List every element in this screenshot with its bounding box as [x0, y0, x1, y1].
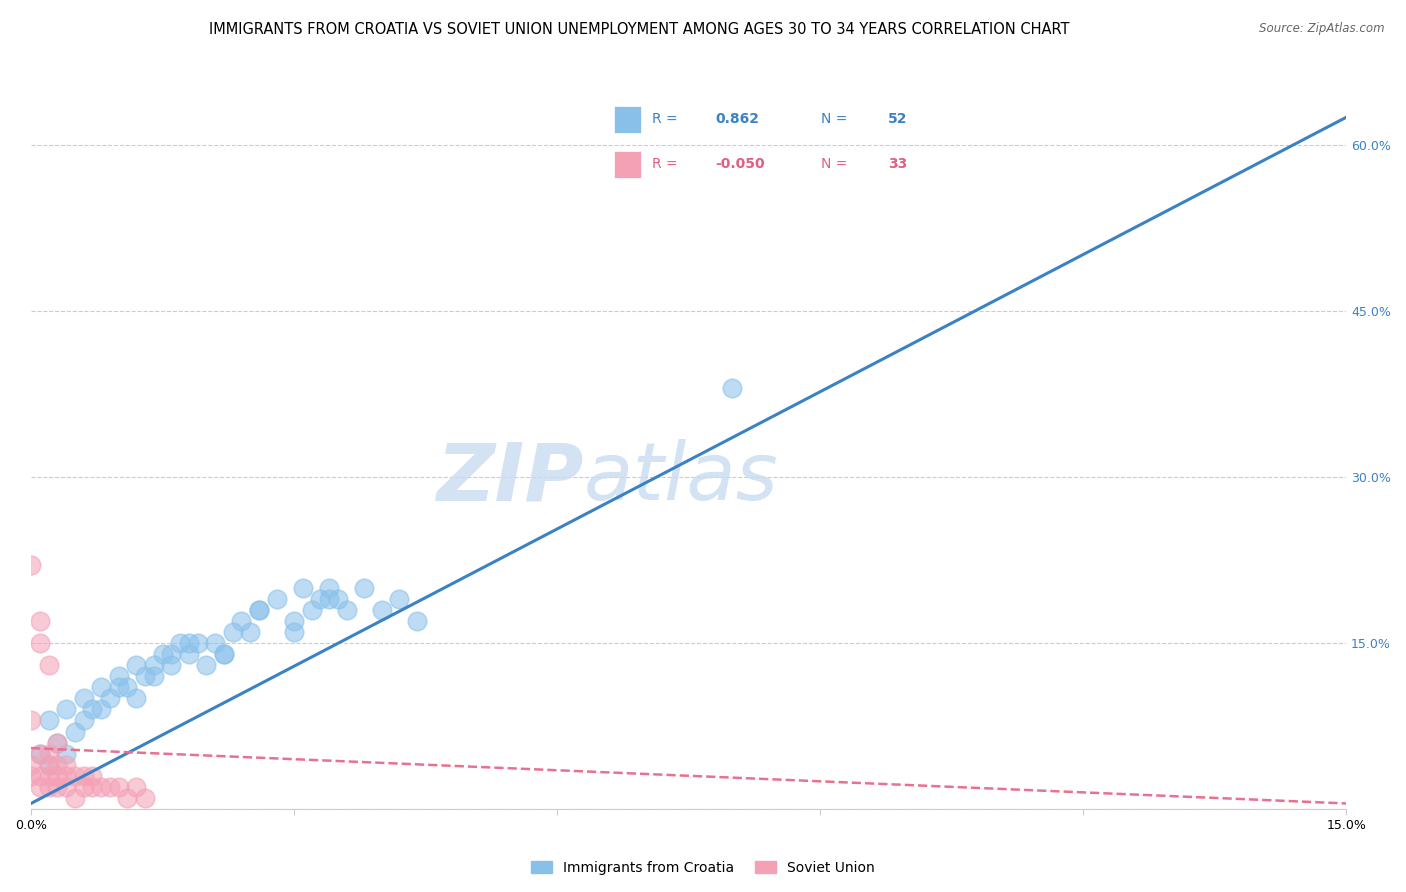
Point — [28, 614, 51, 628]
Point — [46, 757, 69, 772]
Point — [266, 591, 288, 606]
Point — [98, 780, 121, 794]
Point — [125, 691, 148, 706]
Point — [309, 591, 332, 606]
Point — [212, 647, 235, 661]
Point — [20, 757, 42, 772]
Point — [63, 769, 86, 783]
Point — [55, 769, 77, 783]
Point — [28, 747, 51, 761]
Point — [38, 714, 60, 728]
Point — [318, 581, 340, 595]
Point — [38, 747, 60, 761]
Point — [247, 603, 270, 617]
Point — [20, 769, 42, 783]
Point — [134, 791, 156, 805]
Point — [117, 680, 139, 694]
Point — [90, 680, 112, 694]
Text: IMMIGRANTS FROM CROATIA VS SOVIET UNION UNEMPLOYMENT AMONG AGES 30 TO 34 YEARS C: IMMIGRANTS FROM CROATIA VS SOVIET UNION … — [209, 22, 1070, 37]
Point — [38, 780, 60, 794]
Text: atlas: atlas — [583, 439, 778, 517]
Point — [336, 603, 359, 617]
Point — [107, 680, 129, 694]
Point — [160, 647, 183, 661]
Point — [90, 780, 112, 794]
Point — [177, 636, 200, 650]
Point — [38, 757, 60, 772]
Point — [72, 769, 94, 783]
Point — [160, 658, 183, 673]
Point — [107, 669, 129, 683]
Point — [247, 603, 270, 617]
Point — [98, 691, 121, 706]
Point — [82, 769, 104, 783]
Point — [72, 714, 94, 728]
Point — [46, 769, 69, 783]
Point — [46, 780, 69, 794]
Point — [82, 702, 104, 716]
Point — [117, 791, 139, 805]
Point — [195, 658, 218, 673]
Point — [125, 658, 148, 673]
Point — [20, 558, 42, 573]
Point — [72, 691, 94, 706]
Point — [82, 780, 104, 794]
Point — [283, 614, 305, 628]
Point — [38, 658, 60, 673]
Point — [142, 669, 165, 683]
Point — [72, 780, 94, 794]
Point — [55, 757, 77, 772]
Point — [231, 614, 253, 628]
Point — [28, 747, 51, 761]
Point — [63, 791, 86, 805]
Point — [125, 780, 148, 794]
Point — [107, 780, 129, 794]
Point — [46, 735, 69, 749]
Point — [388, 591, 411, 606]
Point — [204, 636, 226, 650]
Point — [291, 581, 314, 595]
Text: Source: ZipAtlas.com: Source: ZipAtlas.com — [1260, 22, 1385, 36]
Point — [134, 669, 156, 683]
Point — [301, 603, 323, 617]
Point — [318, 591, 340, 606]
Point — [46, 735, 69, 749]
Point — [20, 714, 42, 728]
Point — [63, 724, 86, 739]
Point — [326, 591, 349, 606]
Point — [142, 658, 165, 673]
Point — [721, 381, 744, 395]
Point — [38, 769, 60, 783]
Point — [221, 624, 243, 639]
Point — [177, 647, 200, 661]
Text: ZIP: ZIP — [436, 439, 583, 517]
Point — [55, 780, 77, 794]
Point — [239, 624, 262, 639]
Point — [353, 581, 375, 595]
Point — [371, 603, 394, 617]
Point — [187, 636, 209, 650]
Point — [28, 780, 51, 794]
Point — [55, 747, 77, 761]
Point — [55, 702, 77, 716]
Point — [405, 614, 427, 628]
Legend: Immigrants from Croatia, Soviet Union: Immigrants from Croatia, Soviet Union — [526, 855, 880, 880]
Point — [90, 702, 112, 716]
Point — [283, 624, 305, 639]
Point — [28, 636, 51, 650]
Point — [38, 757, 60, 772]
Point — [28, 769, 51, 783]
Point — [169, 636, 191, 650]
Point — [152, 647, 174, 661]
Point — [212, 647, 235, 661]
